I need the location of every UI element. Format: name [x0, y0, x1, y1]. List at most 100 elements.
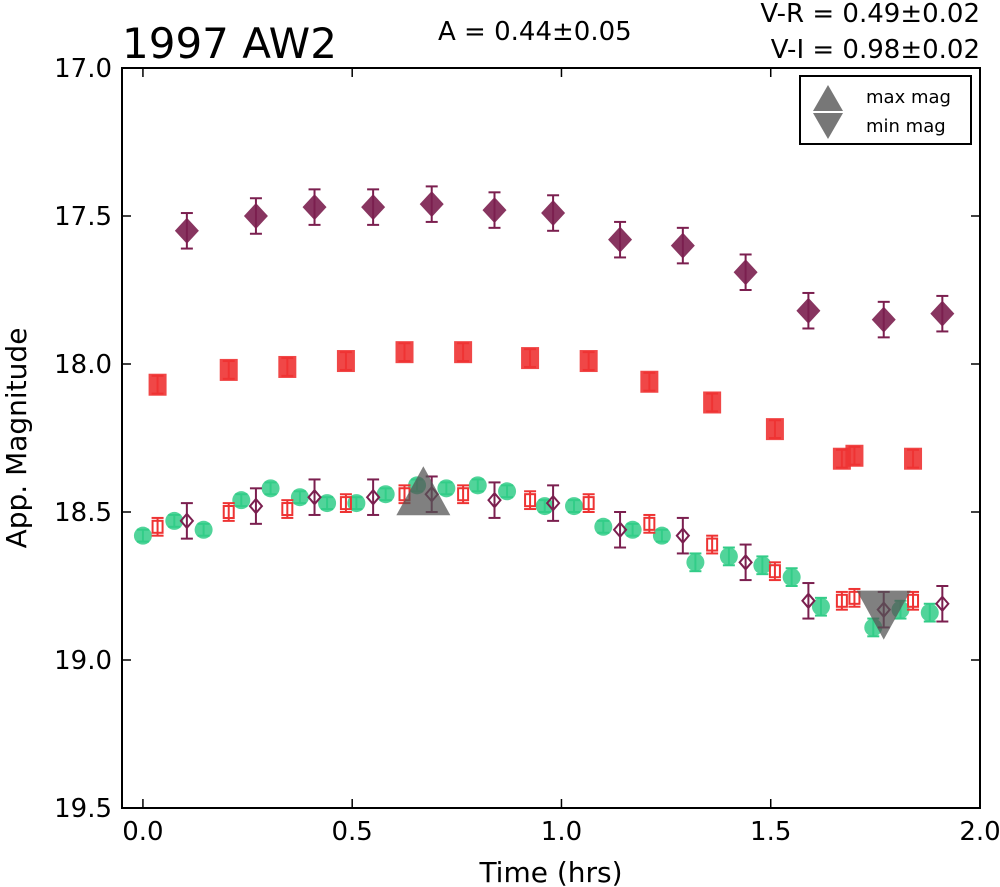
data-point: [579, 350, 598, 373]
data-point: [261, 479, 280, 498]
data-point: [232, 491, 251, 510]
data-point: [582, 496, 595, 511]
data-point: [670, 232, 695, 259]
data-point: [222, 505, 235, 519]
data-point: [768, 564, 781, 579]
data-point: [365, 488, 381, 506]
data-point: [336, 350, 355, 373]
data-point: [376, 485, 395, 504]
data-point: [608, 226, 633, 253]
data-point: [318, 494, 337, 513]
y-tick-label: 17.5: [54, 202, 112, 232]
chart-title: 1997 AW2: [122, 19, 337, 68]
data-point: [281, 502, 294, 517]
data-point: [796, 297, 821, 324]
data-point: [133, 526, 152, 545]
data-point: [753, 556, 772, 575]
y-tick-label: 19.5: [54, 794, 112, 824]
data-point: [194, 520, 213, 539]
y-tick-label: 19.0: [54, 646, 112, 676]
data-point: [719, 547, 738, 566]
data-point: [848, 590, 861, 605]
data-point: [248, 497, 264, 515]
max-mag-marker: [396, 466, 451, 516]
legend-min-mag-label: min mag: [866, 116, 946, 137]
data-point: [457, 487, 470, 502]
plot-frame: [121, 67, 981, 809]
data-point: [652, 526, 671, 545]
data-point: [165, 511, 184, 530]
series-square-filled: [148, 341, 923, 470]
data-point: [904, 447, 923, 470]
amplitude-label: A = 0.44±0.05: [438, 17, 632, 47]
data-point: [594, 517, 613, 536]
data-point: [845, 444, 864, 467]
data-point: [675, 527, 691, 545]
data-point: [487, 491, 502, 509]
x-tick-label: 0.0: [122, 817, 163, 847]
x-tick-label: 1.5: [750, 817, 791, 847]
data-point: [521, 347, 540, 370]
data-point: [148, 373, 167, 396]
data-point: [801, 592, 816, 610]
data-point: [643, 516, 656, 531]
series-diamond-filled: [174, 185, 955, 339]
series-circle-filled: [133, 476, 939, 638]
data-point: [482, 197, 507, 224]
data-point: [290, 488, 309, 507]
x-tick-label: 1.0: [541, 817, 582, 847]
x-tick-label: 2.0: [959, 817, 1000, 847]
min-mag-legend-icon: [813, 113, 843, 139]
data-point: [811, 597, 830, 616]
data-point: [686, 553, 705, 572]
axis-ticks: 0.0 0.5 1.0 1.5 2.0 17.0 17.5 18.0 18.5 19.0 19.5: [54, 54, 1000, 847]
max-mag-legend-icon: [813, 85, 843, 111]
legend: max mag min mag: [799, 75, 972, 145]
color-index-vr: V-R = 0.49±0.02: [760, 0, 980, 29]
data-point: [278, 355, 297, 378]
data-point: [565, 497, 584, 516]
data-point: [498, 482, 517, 501]
y-tick-label: 18.0: [54, 350, 112, 380]
data-point: [640, 370, 659, 393]
y-tick-label: 17.0: [54, 54, 112, 84]
data-point: [541, 200, 566, 227]
data-point: [454, 341, 473, 364]
x-axis-label: Time (hrs): [478, 856, 622, 887]
data-point: [765, 418, 784, 441]
data-point: [395, 341, 414, 364]
x-tick-label: 0.5: [332, 817, 373, 847]
data-point: [871, 306, 896, 333]
data-point: [733, 259, 758, 286]
data-point: [623, 520, 642, 539]
data-point: [782, 568, 801, 587]
data-series: [133, 185, 955, 638]
y-tick-label: 18.5: [54, 498, 112, 528]
data-point: [935, 595, 950, 613]
data-point: [545, 494, 561, 512]
data-point: [524, 493, 537, 508]
data-point: [920, 603, 939, 622]
data-point: [612, 521, 628, 539]
data-point: [339, 496, 352, 511]
data-point: [243, 203, 268, 229]
data-point: [151, 519, 164, 534]
data-point: [302, 194, 327, 221]
data-point: [307, 488, 322, 506]
data-point: [835, 593, 848, 608]
data-point: [437, 479, 456, 498]
data-point: [706, 537, 719, 552]
data-point: [219, 358, 238, 381]
data-point: [419, 191, 444, 218]
data-point: [468, 476, 487, 495]
min-mag-marker: [856, 590, 911, 640]
data-point: [738, 553, 753, 571]
data-point: [179, 512, 195, 530]
data-point: [703, 391, 722, 414]
data-point: [907, 593, 920, 608]
legend-max-mag-label: max mag: [866, 87, 951, 108]
y-axis-label: App. Magnitude: [0, 328, 33, 549]
data-point: [930, 300, 955, 327]
extrema-markers: [396, 466, 911, 640]
